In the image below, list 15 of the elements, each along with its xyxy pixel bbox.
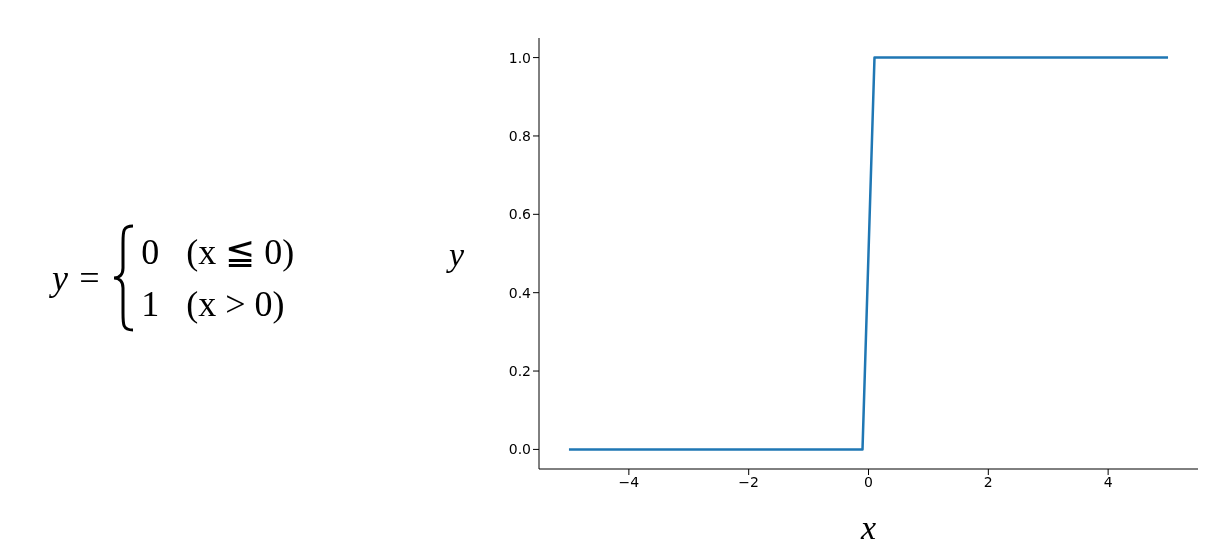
y-tick-label: 0.4 [508, 284, 532, 301]
text: 0 (x ≦ 0) [141, 231, 295, 274]
y-tick-label: 1.0 [508, 49, 531, 66]
x-tick-label: −2 [738, 473, 759, 490]
x-axis-title: x [859, 509, 877, 546]
y-tick-label: 0.6 [508, 206, 532, 223]
y-axis-title: y [446, 235, 465, 273]
x-tick-label: 4 [1103, 473, 1113, 490]
y-tick-label: 0.2 [508, 363, 531, 380]
y-tick-label: 0.0 [508, 441, 531, 458]
x-tick-label: 2 [983, 473, 993, 490]
x-tick-label: 0 [864, 473, 873, 490]
x-tick-label: −4 [618, 473, 640, 490]
y-tick-label: 0.8 [508, 127, 531, 144]
text: 1 (x > 0) [141, 283, 286, 326]
